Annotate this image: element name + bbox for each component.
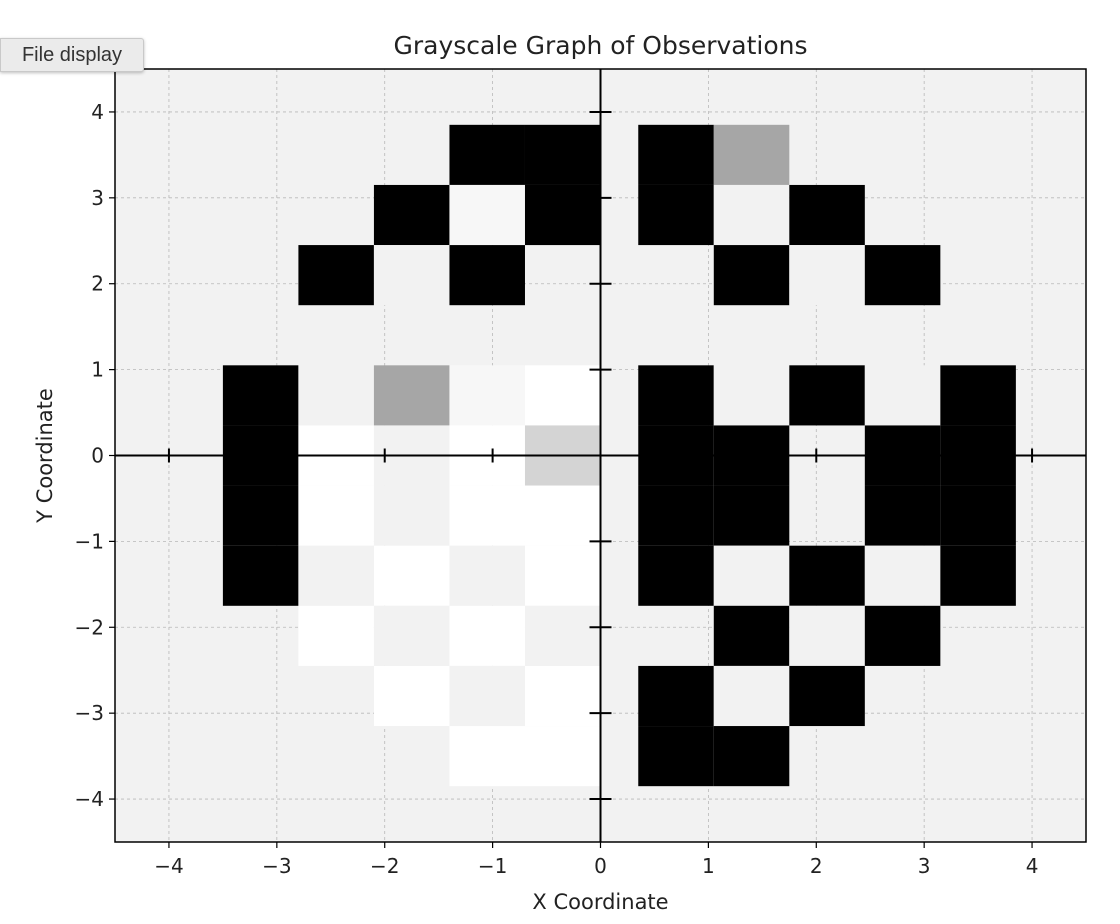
heatmap-cell: [864, 485, 941, 546]
heatmap-cell: [940, 545, 1016, 606]
heatmap-cell: [789, 605, 865, 666]
heatmap-cell: [449, 365, 525, 426]
heatmap-cell: [713, 365, 790, 426]
tick-labels: −4 −3 −2 −1 0 1 2 3 4 −4 −3 −2 −1 0 1 2 3 4: [75, 100, 1039, 878]
y-tick-label: 1: [91, 358, 104, 382]
heatmap-cell: [298, 245, 374, 306]
file-display-button[interactable]: File display: [0, 38, 144, 72]
heatmap-cell: [524, 605, 601, 666]
heatmap-cell: [449, 485, 525, 546]
x-tick-label: −2: [370, 854, 399, 878]
heatmap-cell: [713, 124, 790, 185]
heatmap-cell: [789, 184, 865, 246]
heatmap-cell: [449, 605, 525, 666]
heatmap-cell: [713, 726, 790, 787]
x-tick-label: −1: [478, 854, 507, 878]
heatmap-cell: [298, 485, 374, 546]
y-tick-label: 3: [91, 186, 104, 210]
x-tick-label: 2: [810, 854, 823, 878]
heatmap-cell: [638, 545, 714, 606]
heatmap-cell: [638, 124, 714, 185]
y-tick-label: −3: [75, 701, 104, 725]
heatmap-cell: [449, 545, 525, 606]
y-tick-label: −2: [75, 615, 104, 639]
heatmap-cell: [449, 124, 525, 185]
y-axis-label: Y Coordinate: [33, 388, 57, 524]
heatmap-cell: [373, 245, 450, 306]
x-tick-label: −3: [262, 854, 291, 878]
x-tick-label: 0: [594, 854, 607, 878]
heatmap-cell: [789, 245, 865, 306]
heatmap-cell: [222, 485, 299, 546]
heatmap-cell: [713, 545, 790, 606]
heatmap-cell: [713, 184, 790, 246]
heatmap-cell: [864, 605, 941, 666]
heatmap-cell: [713, 245, 790, 306]
heatmap-cell: [864, 365, 941, 426]
heatmap-cell: [373, 365, 450, 426]
heatmap-cell: [524, 365, 601, 426]
heatmap-cell: [298, 365, 374, 426]
heatmap-cell: [789, 545, 865, 606]
heatmap-cell: [638, 365, 714, 426]
chart-title: Grayscale Graph of Observations: [393, 31, 807, 60]
heatmap-cell: [373, 665, 450, 727]
heatmap-cell: [373, 605, 450, 666]
y-tick-label: 0: [91, 444, 104, 468]
heatmap-cell: [449, 726, 525, 787]
heatmap-cell: [222, 365, 299, 426]
heatmap-cell: [449, 665, 525, 727]
heatmap-cell: [298, 605, 374, 666]
x-tick-label: 1: [702, 854, 715, 878]
heatmap-cell: [789, 665, 865, 727]
heatmap-cell: [524, 485, 601, 546]
heatmap-cell: [864, 245, 941, 306]
center-axes: [115, 69, 1086, 842]
heatmap-cell: [789, 365, 865, 426]
x-axis-label: X Coordinate: [532, 890, 668, 914]
heatmap-cell: [222, 545, 299, 606]
heatmap-cell: [713, 665, 790, 727]
heatmap-cell: [524, 726, 601, 787]
heatmap-cell: [298, 545, 374, 606]
heatmap-cell: [638, 184, 714, 246]
heatmap-cell: [524, 124, 601, 185]
x-tick-label: −4: [154, 854, 183, 878]
heatmap-cell: [638, 485, 714, 546]
heatmap-cell: [864, 545, 941, 606]
heatmap-cell: [713, 605, 790, 666]
heatmap-cell: [638, 726, 714, 787]
x-tick-label: 3: [918, 854, 931, 878]
heatmap-cell: [524, 545, 601, 606]
y-tick-label: −4: [75, 787, 104, 811]
y-tick-label: 4: [91, 100, 104, 124]
heatmap-cell: [373, 485, 450, 546]
heatmap-cell: [638, 665, 714, 727]
heatmap-cells: [222, 124, 1016, 787]
heatmap-cell: [940, 485, 1016, 546]
heatmap-cell: [524, 665, 601, 727]
y-tick-label: 2: [91, 272, 104, 296]
heatmap-cell: [713, 485, 790, 546]
heatmap-cell: [449, 245, 525, 306]
y-tick-label: −1: [75, 529, 104, 553]
heatmap-cell: [940, 365, 1016, 426]
x-tick-label: 4: [1026, 854, 1039, 878]
heatmap-cell: [449, 184, 525, 246]
heatmap-cell: [373, 184, 450, 246]
heatmap-cell: [373, 545, 450, 606]
heatmap-cell: [524, 184, 601, 246]
